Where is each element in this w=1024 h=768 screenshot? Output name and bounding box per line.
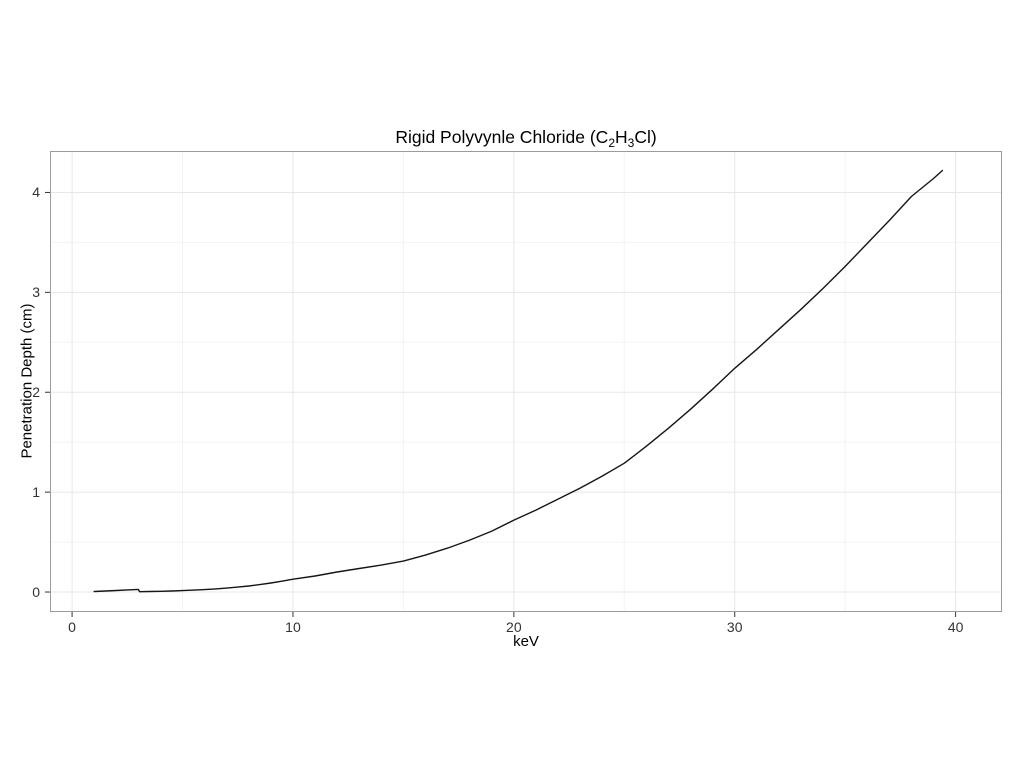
x-tick-label: 0 <box>68 619 76 635</box>
y-tick-label: 0 <box>32 584 40 601</box>
y-axis-title: Penetration Depth (cm) <box>18 303 36 459</box>
chart-title-text: Cl) <box>634 127 657 147</box>
data-curve <box>93 169 944 593</box>
y-tick-label: 4 <box>32 184 40 201</box>
x-tick-label: 10 <box>285 619 301 635</box>
panel-background <box>50 151 1002 612</box>
y-tick-label: 1 <box>32 484 40 501</box>
x-axis-title: keV <box>513 633 539 650</box>
chart-title-text: H <box>615 127 628 147</box>
x-tick-label: 20 <box>506 619 522 635</box>
y-tick-label: 3 <box>32 284 40 301</box>
chart-title: Rigid Polyvynle Chloride (C2H3Cl) <box>50 125 1002 150</box>
x-tick-label: 40 <box>947 619 964 635</box>
chart-title-subscript: 3 <box>627 136 635 150</box>
chart-title-text: Rigid Polyvynle Chloride (C <box>395 127 609 147</box>
chart-title-subscript: 2 <box>608 136 615 150</box>
panel-border <box>50 151 1002 612</box>
y-tick-label: 2 <box>32 384 40 401</box>
x-tick-label: 30 <box>726 619 743 635</box>
